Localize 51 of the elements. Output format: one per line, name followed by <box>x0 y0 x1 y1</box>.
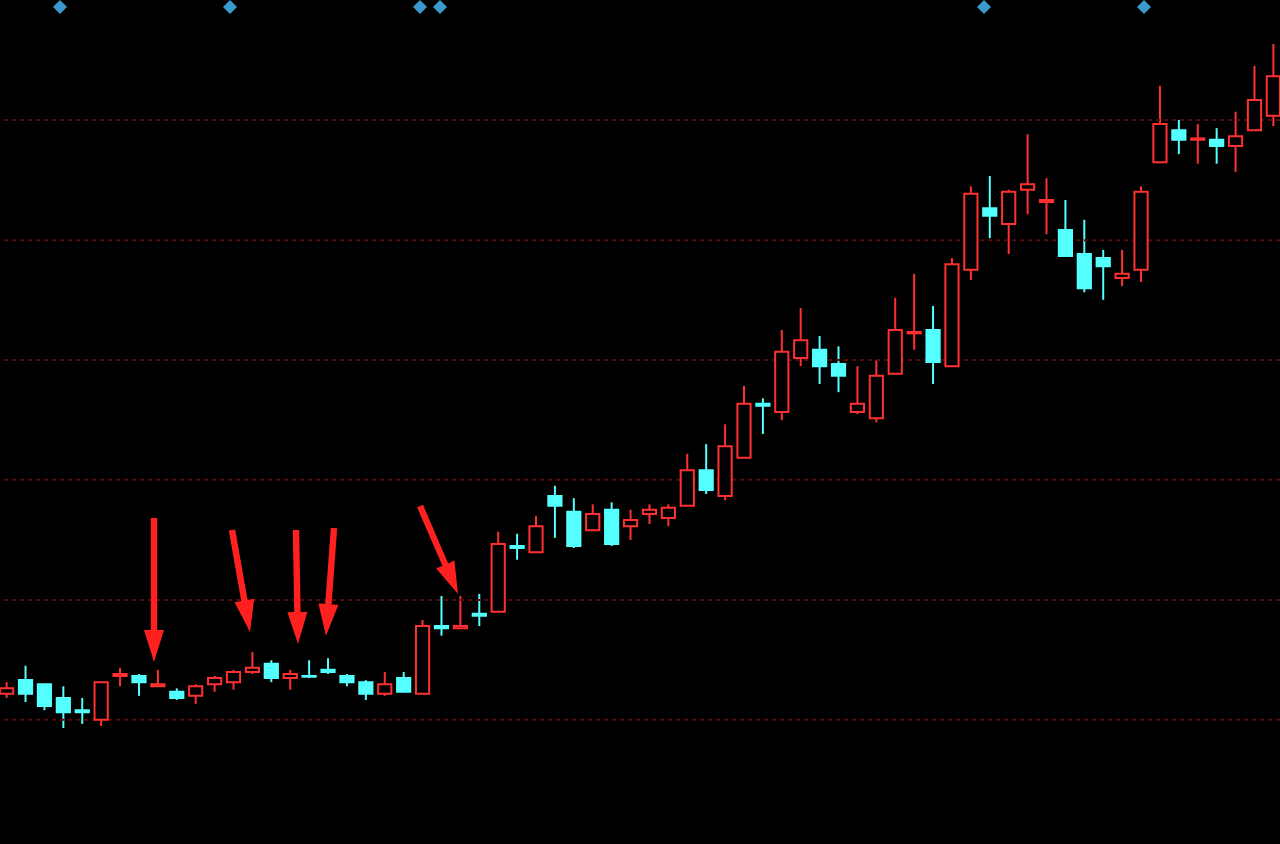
candlestick <box>1227 110 1244 173</box>
candlestick <box>55 685 71 729</box>
candlestick <box>906 272 922 351</box>
candlestick <box>36 683 53 712</box>
candlestick <box>452 594 468 630</box>
candlestick <box>1038 177 1055 236</box>
candlestick <box>509 532 525 561</box>
candlestick <box>225 668 242 691</box>
candlestick <box>698 443 714 496</box>
candlestick <box>830 345 847 394</box>
candlestick <box>868 359 884 424</box>
candlestick <box>1019 133 1036 216</box>
candlestick <box>112 666 128 688</box>
candlestick <box>74 696 90 725</box>
candlestick <box>93 681 109 727</box>
candlestick <box>585 503 601 532</box>
candlestick <box>377 670 393 697</box>
candlestick <box>396 670 412 693</box>
candlestick <box>433 594 450 637</box>
candlestick <box>566 497 582 550</box>
candlestick <box>812 335 828 385</box>
candlestick <box>244 651 261 675</box>
candlestick <box>528 514 544 554</box>
candlestick <box>641 503 658 526</box>
candlestick <box>1057 198 1074 258</box>
candlestick <box>887 296 903 375</box>
candlestick <box>604 501 620 548</box>
candlestick <box>849 365 866 416</box>
candlestick <box>1246 64 1263 132</box>
candlestick <box>1190 123 1206 165</box>
candlestick <box>755 397 771 435</box>
candlestick <box>263 659 279 684</box>
candlestick <box>1076 218 1092 294</box>
candlestick <box>1114 248 1130 288</box>
candlestick <box>282 668 298 691</box>
candlestick <box>1171 118 1187 156</box>
candlestick <box>1095 248 1111 301</box>
candlestick <box>660 503 676 528</box>
candlestick <box>188 683 204 706</box>
candlestick <box>471 592 487 628</box>
candlestick <box>1209 127 1225 165</box>
candlestick <box>1152 84 1168 164</box>
candlestick <box>982 175 998 240</box>
candlestick <box>793 307 809 368</box>
candlestick <box>1001 188 1017 255</box>
candlestick <box>17 664 34 704</box>
candlestick <box>622 508 639 541</box>
candlestick <box>547 484 563 539</box>
candlestick <box>679 452 695 507</box>
candlestick <box>925 304 941 385</box>
candlestick <box>131 672 147 697</box>
